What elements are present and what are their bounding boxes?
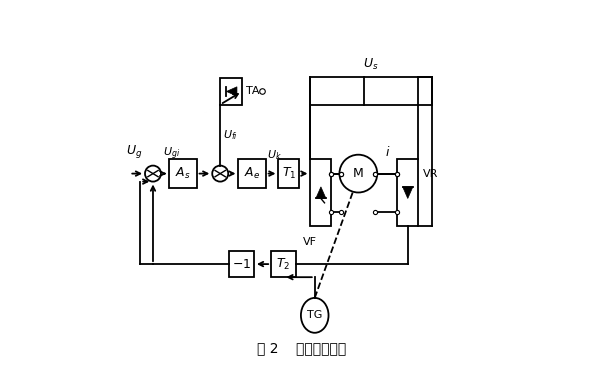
Text: TA: TA	[246, 86, 259, 96]
Bar	[239, 159, 266, 189]
Text: $A_e$: $A_e$	[244, 166, 260, 181]
Text: VF: VF	[303, 237, 317, 247]
Text: $-1$: $-1$	[232, 258, 251, 270]
Polygon shape	[403, 187, 413, 199]
Polygon shape	[316, 187, 326, 199]
Polygon shape	[226, 87, 237, 96]
Bar	[169, 159, 196, 189]
Text: $U_{fi}$: $U_{fi}$	[223, 128, 238, 142]
Text: 图 2    系统控制原理: 图 2 系统控制原理	[257, 341, 347, 355]
Bar	[278, 159, 300, 189]
Bar	[397, 159, 419, 226]
Bar	[230, 251, 254, 277]
Text: $T_2$: $T_2$	[277, 256, 291, 272]
Bar	[271, 251, 296, 277]
Text: $A_s$: $A_s$	[175, 166, 191, 181]
Text: TG: TG	[307, 310, 323, 320]
Text: $U_{gi}$: $U_{gi}$	[163, 145, 180, 162]
Text: $i$: $i$	[385, 145, 390, 159]
Bar	[310, 159, 332, 226]
Text: VR: VR	[423, 169, 438, 179]
Text: $U_s$: $U_s$	[364, 57, 379, 72]
Bar	[220, 78, 242, 104]
Text: $T_1$: $T_1$	[281, 166, 296, 181]
Text: $U_k$: $U_k$	[268, 148, 282, 162]
Bar	[310, 77, 432, 104]
Text: M: M	[353, 167, 364, 180]
Text: $U_g$: $U_g$	[126, 143, 143, 160]
